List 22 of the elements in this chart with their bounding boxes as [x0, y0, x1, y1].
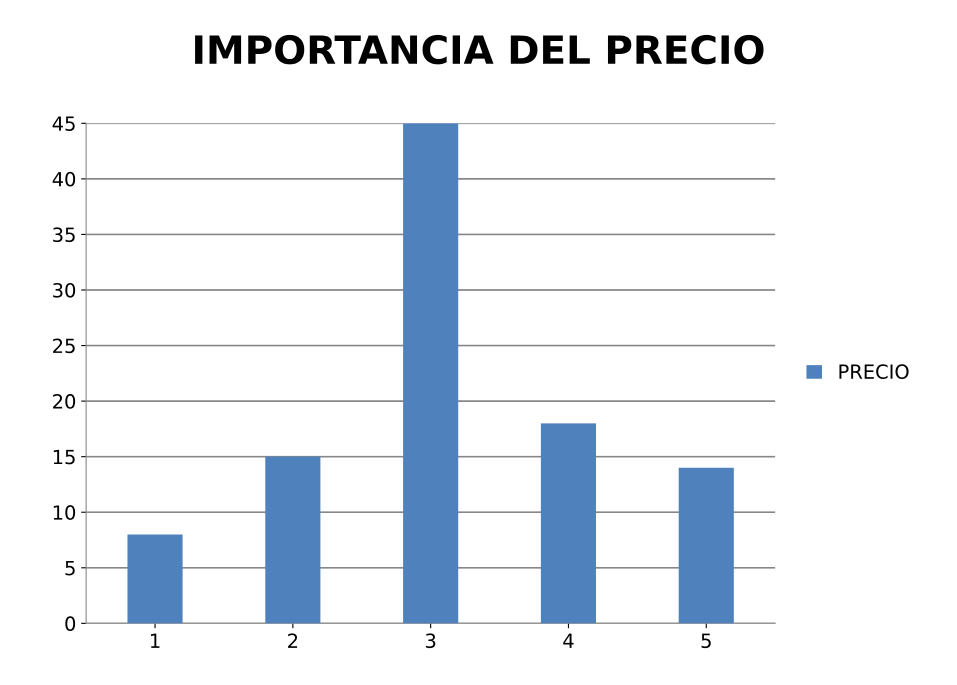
y-tick-label: 35	[53, 227, 75, 242]
legend-label: PRECIO	[839, 364, 909, 379]
y-tick-label: 45	[52, 116, 75, 131]
y-tick-label: 25	[53, 338, 75, 354]
bar	[127, 534, 183, 624]
x-tick-label: 3	[426, 633, 436, 648]
x-tick-label: 2	[288, 633, 298, 648]
y-tick-label: 0	[65, 616, 76, 632]
x-tick-label: 1	[150, 634, 160, 648]
y-tick-label: 40	[52, 172, 76, 187]
y-tick-label: 15	[54, 450, 75, 464]
y-tick-label: 5	[66, 561, 75, 576]
bar	[678, 468, 734, 624]
y-tick-label: 30	[53, 282, 76, 298]
bar	[540, 423, 596, 624]
x-tick-label: 4	[563, 634, 574, 648]
x-tick-label: 5	[702, 634, 711, 648]
bar	[403, 123, 458, 624]
y-tick-label: 10	[54, 505, 76, 520]
bar	[265, 456, 320, 624]
y-tick-label: 20	[53, 394, 76, 409]
chart-title: IMPORTANCIA DEL PRECIO	[195, 34, 764, 64]
